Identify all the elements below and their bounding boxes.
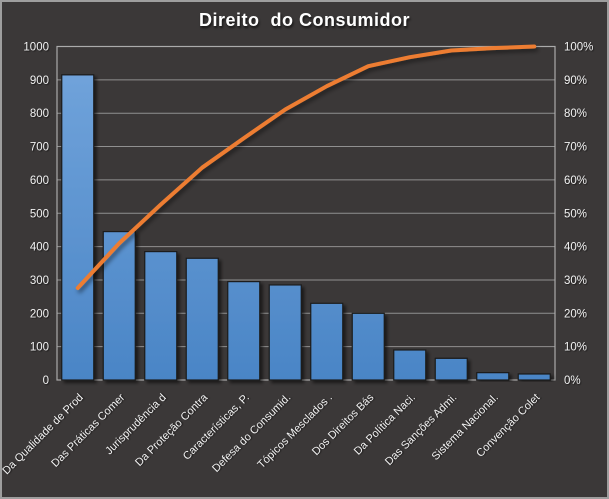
bar-9 (434, 357, 468, 381)
bar-5 (268, 284, 302, 381)
right-axis-tick-label: 80% (564, 108, 587, 120)
right-axis-tick-label: 20% (564, 308, 587, 320)
right-axis-tick-label: 70% (564, 142, 587, 154)
cumulative-line (75, 44, 537, 290)
left-axis-tick-label: 200 (30, 308, 49, 320)
bar-6 (310, 302, 344, 381)
right-axis-tick-label: 0% (564, 375, 581, 387)
x-category-label: Da Proteção Contra (133, 391, 211, 469)
x-category-label: Defesa do Consumid. (210, 392, 293, 475)
left-axis-tick-label: 500 (30, 208, 49, 220)
bar-0 (61, 74, 95, 381)
x-category-label: Da Qualidade de Prod (0, 392, 85, 477)
left-axis-tick-label: 700 (30, 142, 49, 154)
bar-7 (351, 312, 385, 381)
right-axis-tick-label: 10% (564, 342, 587, 354)
left-axis-tick-label: 100 (30, 342, 49, 354)
right-axis-tick-label: 30% (564, 275, 587, 287)
x-category-label: Das Sanções Admi. (383, 392, 459, 468)
right-axis-tick-label: 40% (564, 242, 587, 254)
bar-3 (185, 257, 219, 381)
bar-8 (393, 349, 427, 381)
left-axis-tick-label: 900 (30, 75, 49, 87)
x-category-label: Tópicos Mesclados . (255, 392, 334, 471)
bar-10 (476, 372, 510, 381)
bar-2 (144, 251, 178, 381)
right-axis-tick-label: 100% (564, 42, 593, 54)
left-axis-tick-label: 1000 (23, 42, 49, 54)
left-axis-tick-label: 400 (30, 242, 49, 254)
left-axis-tick-label: 600 (30, 175, 49, 187)
left-axis-tick-label: 800 (30, 108, 49, 120)
left-axis-tick-label: 0 (43, 375, 49, 387)
chart-title: Direito do Consumidor (199, 10, 410, 30)
bar-4 (227, 281, 261, 381)
x-category-label: Das Práticas Comer (49, 391, 127, 469)
left-axis-tick-label: 300 (30, 275, 49, 287)
plot-area-border (56, 45, 556, 381)
bar-series (61, 74, 551, 381)
right-axis-tick-label: 50% (564, 208, 587, 220)
bar-11 (517, 373, 551, 381)
right-axis-tick-label: 60% (564, 175, 587, 187)
right-axis-tick-label: 90% (564, 75, 587, 87)
